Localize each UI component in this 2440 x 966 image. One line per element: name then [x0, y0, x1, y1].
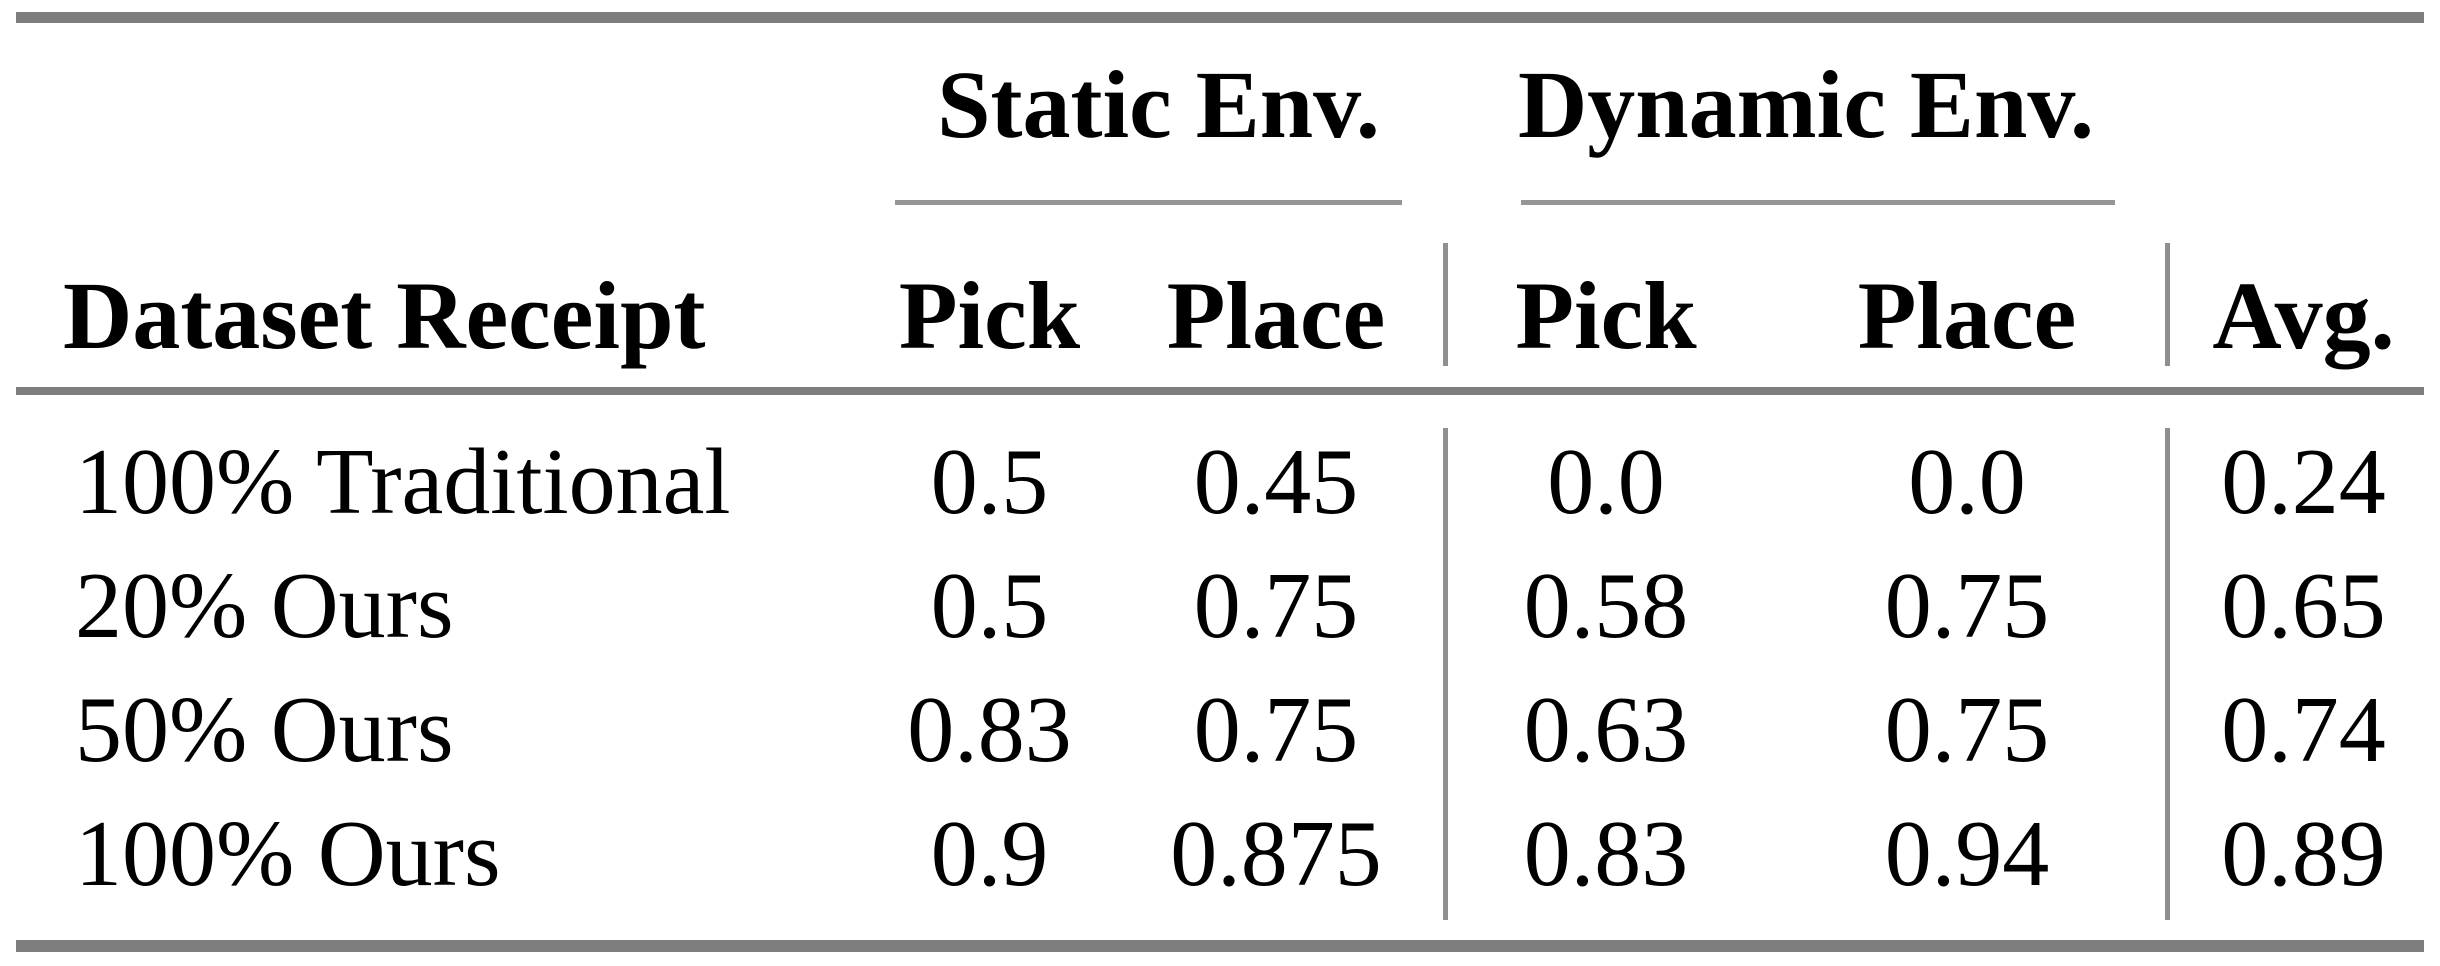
cell-value: 0.24: [2221, 430, 2386, 534]
row-label: 100% Ours: [75, 802, 501, 906]
cell-value: 0.75: [1884, 554, 2050, 658]
cell-value: 0.875: [1170, 802, 1382, 906]
header-body-rule: [16, 387, 2424, 395]
column-separator-2-body: [2165, 428, 2170, 920]
cell-value: 0.5: [930, 554, 1049, 658]
cell-value: 0.0: [1908, 430, 2026, 534]
cell-value: 0.58: [1523, 554, 1689, 658]
column-separator-1-body: [1443, 428, 1448, 920]
cell-value: 0.94: [1884, 802, 2050, 906]
cell-value: 0.75: [1193, 554, 1359, 658]
cell-value: 0.83: [1523, 802, 1689, 906]
cell-value: 0.5: [930, 430, 1049, 534]
cell-value: 0.63: [1523, 678, 1689, 782]
results-table: Static Env. Dynamic Env. Dataset Receipt…: [0, 23, 2440, 916]
column-header-dynamic-pick: Pick: [1515, 261, 1697, 369]
cell-value: 0.74: [2221, 678, 2386, 782]
cell-value: 0.45: [1193, 430, 1359, 534]
group-header-dynamic-env: Dynamic Env.: [1517, 51, 2095, 158]
group-header-static-env: Static Env.: [937, 51, 1380, 158]
cell-value: 0.83: [907, 678, 1072, 782]
column-header-static-pick: Pick: [898, 261, 1081, 369]
cell-value: 0.65: [2221, 554, 2386, 658]
row-label: 50% Ours: [75, 678, 454, 782]
static-env-underline: [895, 200, 1402, 205]
column-header-static-place: Place: [1166, 261, 1386, 369]
row-label: 20% Ours: [75, 554, 454, 658]
cell-value: 0.89: [2221, 802, 2386, 906]
column-separator-2-header: [2165, 243, 2170, 366]
dynamic-env-underline: [1521, 200, 2115, 205]
column-separator-1-header: [1443, 243, 1448, 366]
cell-value: 0.75: [1193, 678, 1359, 782]
cell-value: 0.75: [1884, 678, 2050, 782]
bottom-rule: [16, 940, 2424, 952]
cell-value: 0.9: [930, 802, 1049, 906]
row-label: 100% Traditional: [75, 430, 731, 534]
cell-value: 0.0: [1547, 430, 1665, 534]
column-header-dynamic-place: Place: [1857, 261, 2077, 369]
column-header-avg: Avg.: [2212, 261, 2395, 369]
column-header-dataset-receipt: Dataset Receipt: [63, 261, 706, 369]
top-rule: [16, 12, 2424, 23]
